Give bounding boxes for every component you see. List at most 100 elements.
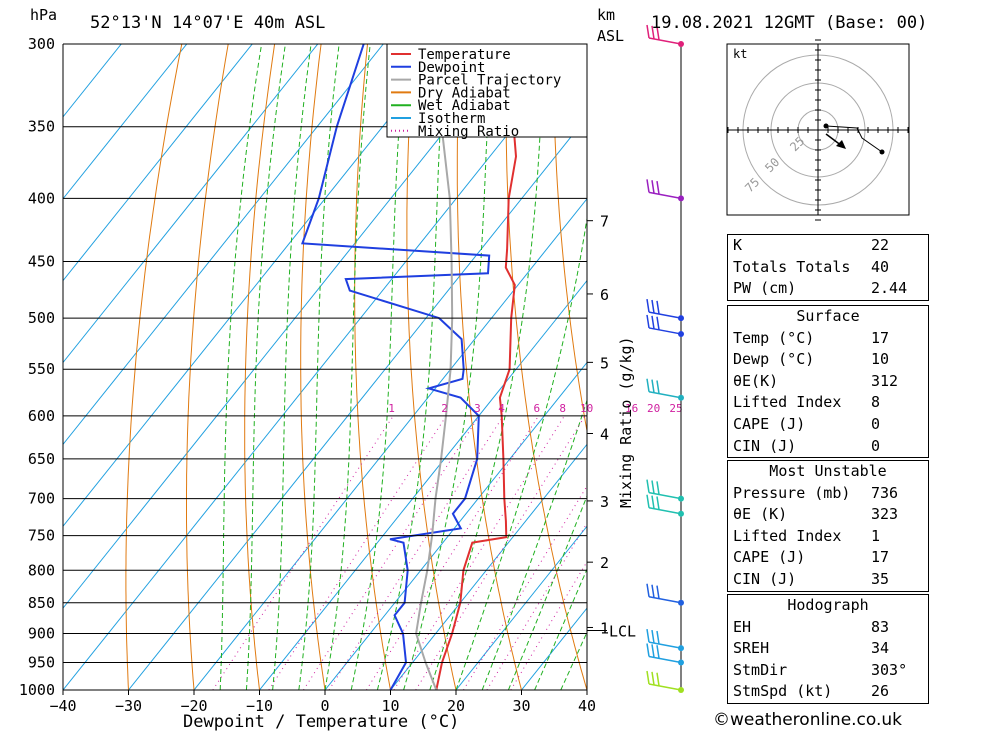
wind-barb-flag [651,299,655,314]
isotherm-line [324,361,587,690]
isotherm-line [63,44,384,446]
index-row: PW (cm) 2.44 [728,278,928,300]
wet-adiabat-line [298,44,340,690]
wind-barb [646,583,682,604]
wind-barb-flag [646,179,650,193]
pressure-tick-label: 1000 [19,681,55,699]
wind-barb-flag [651,180,655,194]
hodograph-trace [825,125,883,153]
surface-row: Lifted Index 8 [728,392,928,414]
x-axis-label: Dewpoint / Temperature (°C) [183,712,459,732]
wind-barb-flag [646,583,650,597]
mixing-ratio-line [393,415,565,690]
most-unstable-value: 736 [871,483,899,502]
x-tick-label: −20 [180,697,207,715]
mixing-ratio-label: 2 [441,402,448,415]
isotherm-line [63,44,188,200]
wind-barb-shaft [648,191,682,200]
dry-adiabat-line [244,44,276,690]
km-tick-label: 3 [600,493,609,511]
mixing-ratio-label: 8 [559,402,566,415]
hodograph-stat-row: StmSpd (kt) 26 [728,681,928,703]
most-unstable-row: θE (K) 323 [728,504,928,526]
pressure-tick-label: 500 [28,309,55,327]
most-unstable-label: CIN (J) [733,569,797,588]
surface-label: Dewp (°C) [733,350,815,369]
wind-barb [646,479,682,500]
pressure-tick-label: 450 [28,253,55,271]
legend-entry: Temperature [418,47,511,63]
hodograph-stat-value: 303° [871,660,908,679]
surface-row: θE(K) 312 [728,371,928,393]
mixing-ratio-label: 6 [534,402,541,415]
wind-barb-flag [651,671,655,686]
wind-barb-flag [651,379,655,393]
wind-barb-shaft [648,390,682,399]
wind-barb-flag [656,585,660,599]
datetime-title: 19.08.2021 12GMT (Base: 00) [651,13,927,33]
hodograph-stat-value: 34 [871,639,890,658]
x-tick-label: 0 [320,697,329,715]
surface-row: Dewp (°C) 10 [728,349,928,371]
wind-barb-flag [656,645,660,659]
wind-barb [646,298,682,319]
index-label: K [733,236,743,254]
mixing-ratio-line [303,415,480,690]
wind-barb-flag [651,644,655,658]
hodograph-stat-value: 83 [871,617,890,636]
mixing-ratio-label: 25 [669,402,682,415]
dry-adiabat-line [186,44,229,690]
km-tick-label: 2 [600,554,609,572]
legend-entry: Wet Adiabat [418,98,511,114]
hodograph-stat-row: EH 83 [728,617,928,639]
hodograph-stats-title: Hodograph [787,596,869,614]
wind-barb-flag [646,670,650,685]
km-tick-label: 4 [600,426,609,444]
mixing-ratio-axis-label: Mixing Ratio (g/kg) [617,336,635,508]
dry-adiabat-line [552,44,587,434]
wind-barb-flag [656,26,660,40]
wind-barb [646,629,682,649]
wind-barb-shaft [648,596,682,604]
wind-barb-flag [646,479,650,493]
wind-barb-flag [651,25,655,40]
hpa-unit-label: hPa [30,6,57,24]
pressure-tick-label: 600 [28,407,55,425]
hodograph-stat-label: StmDir [733,660,788,679]
wind-barb [646,314,682,335]
pressure-tick-label: 900 [28,624,55,642]
surface-row: Temp (°C) 17 [728,328,928,350]
indices-panel: K 22 Totals Totals 40 PW (cm) 2.44 [727,234,929,301]
surface-value: 10 [871,350,890,369]
dry-adiabat-line [971,44,1000,690]
wind-barb-flag [646,643,650,657]
most-unstable-value: 35 [871,569,890,588]
legend-entry: Dry Adiabat [418,85,511,101]
wind-barb [646,378,682,399]
wind-barb-shaft [648,641,682,649]
wind-barb-flag [656,300,660,315]
pressure-tick-label: 650 [28,450,55,468]
dry-adiabat-line [406,44,457,690]
hodograph-stat-label: StmSpd (kt) [733,682,833,701]
most-unstable-value: 17 [871,548,890,567]
x-tick-label: 30 [512,697,530,715]
x-tick-label: 20 [447,697,465,715]
hodograph-end-dot [879,149,885,155]
surface-value: 17 [871,328,890,347]
most-unstable-row: Lifted Index 1 [728,526,928,548]
most-unstable-row: CAPE (J) 17 [728,547,928,569]
x-tick-label: 10 [381,697,399,715]
wind-barb-shaft [648,311,682,319]
pressure-tick-label: 750 [28,527,55,545]
wind-barb [646,179,682,200]
wet-adiabat-line [245,44,286,690]
wind-barb-shaft [648,327,682,335]
most-unstable-label: θE (K) [733,505,788,524]
most-unstable-row: Pressure (mb) 736 [728,483,928,505]
pressure-tick-label: 350 [28,118,55,136]
mixing-ratio-label: 20 [647,402,660,415]
legend-entry: Mixing Ratio [418,124,519,140]
